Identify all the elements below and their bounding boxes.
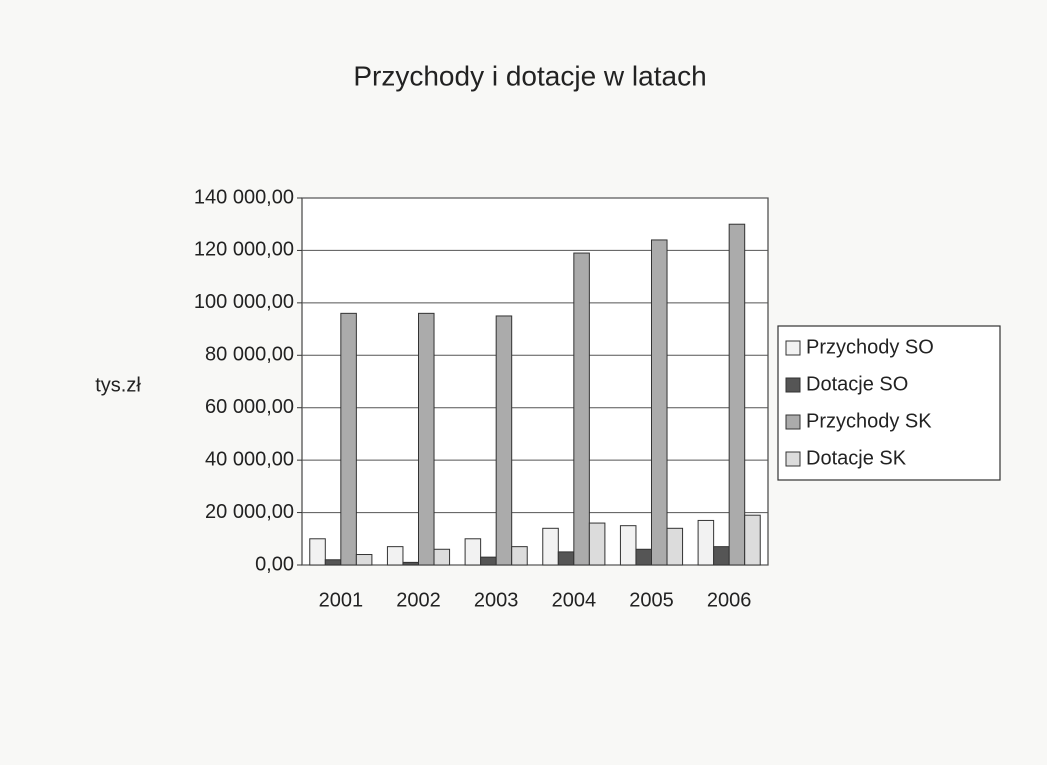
bar <box>744 514 761 566</box>
y-tick-label: 120 000,00 <box>194 239 294 261</box>
bar <box>402 561 420 566</box>
bar <box>386 546 404 566</box>
x-tick-label: 2006 <box>707 589 752 611</box>
x-tick-label: 2002 <box>396 589 441 611</box>
plot-area <box>301 197 769 566</box>
bar <box>557 551 575 566</box>
bar <box>588 522 606 566</box>
bar <box>418 312 435 566</box>
x-tick-label: 2004 <box>552 589 597 611</box>
bar <box>728 223 746 566</box>
bar <box>651 239 668 566</box>
x-tick-label: 2003 <box>474 589 519 611</box>
bar <box>480 556 497 566</box>
legend-box <box>777 325 1001 481</box>
bar <box>355 554 373 566</box>
bar <box>713 546 730 566</box>
bar <box>324 559 342 566</box>
legend-swatch <box>785 451 801 467</box>
y-tick-label: 60 000,00 <box>205 396 294 418</box>
x-tick-label: 2005 <box>629 589 674 611</box>
y-tick-label: 140 000,00 <box>194 186 294 208</box>
y-tick-label: 80 000,00 <box>205 344 294 366</box>
legend-label: Dotacje SK <box>806 447 907 469</box>
legend-swatch <box>785 377 801 393</box>
bar <box>433 548 451 566</box>
y-axis-label: tys.zł <box>95 374 141 396</box>
bar <box>635 548 653 566</box>
legend-label: Dotacje SO <box>806 373 908 395</box>
bar <box>495 315 513 566</box>
legend-label: Przychody SO <box>806 336 934 358</box>
legend-label: Przychody SK <box>806 410 932 432</box>
bar <box>697 519 715 566</box>
bar <box>309 538 326 566</box>
y-tick-label: 100 000,00 <box>194 291 294 313</box>
bar <box>464 538 482 566</box>
chart-title: Przychody i dotacje w latach <box>353 60 706 91</box>
bar <box>542 527 559 566</box>
legend-swatch <box>785 340 801 356</box>
y-tick-label: 20 000,00 <box>205 501 294 523</box>
bar <box>619 525 637 566</box>
bar <box>573 252 590 566</box>
legend-swatch <box>785 414 801 430</box>
bar <box>340 312 357 566</box>
bar <box>666 527 684 566</box>
y-tick-label: 0,00 <box>255 553 294 575</box>
y-tick-label: 40 000,00 <box>205 448 294 470</box>
bar <box>511 546 528 566</box>
x-tick-label: 2001 <box>319 589 364 611</box>
